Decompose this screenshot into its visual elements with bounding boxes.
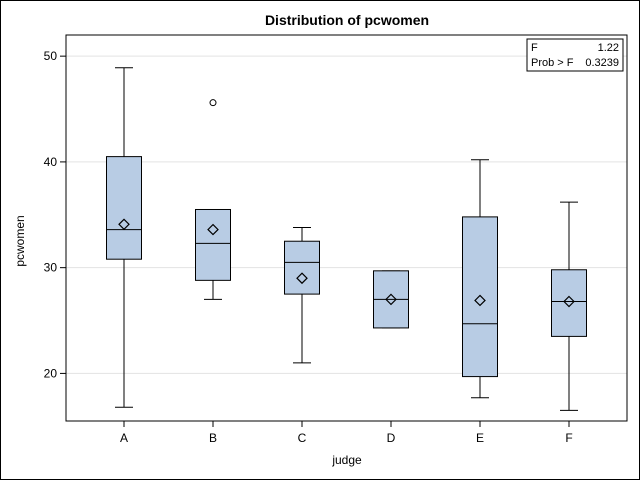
box-group-F — [551, 201, 587, 411]
mean-marker-B — [207, 223, 219, 236]
chart-title: Distribution of pcwomen — [265, 12, 429, 28]
box-group-C — [284, 226, 320, 364]
y-axis: 20 30 40 50 — [44, 49, 66, 380]
x-tick-label-C: C — [298, 431, 307, 445]
stats-box: F 1.22 Prob > F 0.3239 — [526, 38, 624, 72]
y-tick-label-40: 40 — [44, 155, 58, 169]
y-tick-label-50: 50 — [44, 49, 58, 63]
mean-marker-D — [385, 293, 397, 306]
box-F — [551, 269, 587, 337]
x-axis: A B C D E F — [120, 421, 573, 445]
y-axis-label: pcwomen — [13, 215, 27, 266]
box-C — [284, 240, 320, 295]
x-tick-label-D: D — [387, 431, 396, 445]
box-group-B — [195, 99, 231, 300]
stat-prob-value: 0.3239 — [585, 57, 619, 69]
x-tick-label-F: F — [565, 431, 572, 445]
box-A — [106, 156, 142, 260]
mean-marker-C — [296, 272, 308, 285]
stats-box-border — [526, 38, 624, 72]
mean-marker-A — [118, 218, 130, 231]
boxes — [106, 67, 587, 411]
x-tick-label-E: E — [476, 431, 484, 445]
y-tick-label-20: 20 — [44, 366, 58, 380]
plot-area — [65, 34, 628, 422]
x-axis-label: judge — [331, 453, 362, 467]
stat-f-label: F — [531, 42, 538, 54]
box-E — [462, 216, 498, 378]
box-group-E — [462, 159, 498, 399]
y-tick-label-30: 30 — [44, 261, 58, 275]
box-group-A — [106, 67, 142, 408]
outlier-B-0 — [209, 99, 217, 107]
box-B — [195, 208, 231, 281]
stat-f-value: 1.22 — [598, 42, 619, 54]
mean-marker-E — [474, 294, 486, 307]
x-tick-label-A: A — [120, 431, 128, 445]
box-group-D — [373, 270, 409, 329]
stat-prob-label: Prob > F — [531, 57, 574, 69]
grid-lines — [66, 55, 627, 374]
mean-marker-F — [563, 295, 575, 308]
x-tick-label-B: B — [209, 431, 217, 445]
